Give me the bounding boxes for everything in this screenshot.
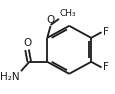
Text: O: O — [46, 15, 54, 25]
Text: F: F — [102, 27, 108, 37]
Text: O: O — [23, 38, 31, 48]
Text: F: F — [102, 62, 108, 72]
Text: H₂N: H₂N — [0, 72, 20, 82]
Text: CH₃: CH₃ — [59, 9, 76, 18]
